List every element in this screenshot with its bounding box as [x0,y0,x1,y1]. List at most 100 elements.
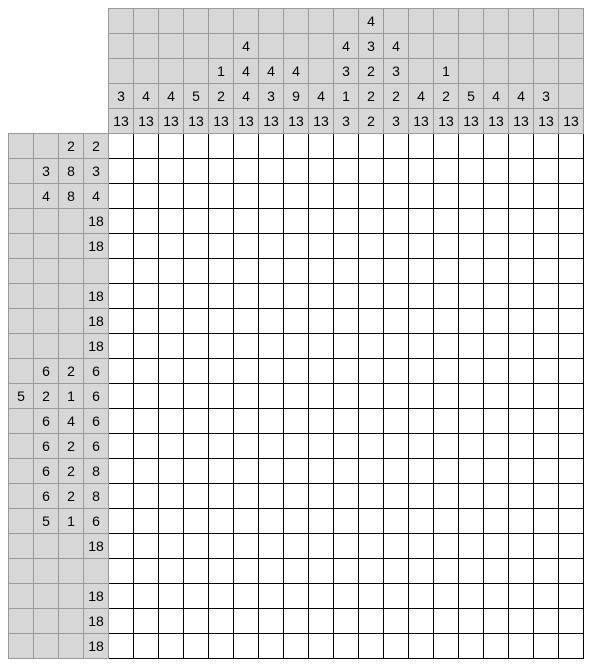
play-cell[interactable] [109,634,134,659]
play-cell[interactable] [309,159,334,184]
play-cell[interactable] [359,134,384,159]
play-cell[interactable] [134,309,159,334]
play-cell[interactable] [209,534,234,559]
play-cell[interactable] [384,584,409,609]
play-cell[interactable] [209,559,234,584]
play-cell[interactable] [184,459,209,484]
play-cell[interactable] [184,559,209,584]
play-cell[interactable] [334,584,359,609]
play-cell[interactable] [209,334,234,359]
play-cell[interactable] [309,284,334,309]
play-cell[interactable] [409,434,434,459]
play-cell[interactable] [234,534,259,559]
play-cell[interactable] [534,409,559,434]
play-cell[interactable] [409,509,434,534]
play-cell[interactable] [384,409,409,434]
play-cell[interactable] [534,209,559,234]
play-cell[interactable] [334,284,359,309]
play-cell[interactable] [259,559,284,584]
play-cell[interactable] [534,584,559,609]
play-cell[interactable] [534,534,559,559]
play-cell[interactable] [459,159,484,184]
play-cell[interactable] [259,609,284,634]
play-cell[interactable] [384,159,409,184]
play-cell[interactable] [309,434,334,459]
play-cell[interactable] [259,409,284,434]
play-cell[interactable] [459,634,484,659]
play-cell[interactable] [134,409,159,434]
play-cell[interactable] [184,434,209,459]
play-cell[interactable] [459,284,484,309]
play-cell[interactable] [109,434,134,459]
play-cell[interactable] [559,634,584,659]
play-cell[interactable] [459,184,484,209]
play-cell[interactable] [509,209,534,234]
play-cell[interactable] [184,384,209,409]
play-cell[interactable] [284,134,309,159]
play-cell[interactable] [259,159,284,184]
play-cell[interactable] [409,584,434,609]
play-cell[interactable] [334,234,359,259]
play-cell[interactable] [259,134,284,159]
play-cell[interactable] [434,409,459,434]
play-cell[interactable] [134,209,159,234]
play-cell[interactable] [309,134,334,159]
play-cell[interactable] [234,509,259,534]
play-cell[interactable] [134,284,159,309]
play-cell[interactable] [209,409,234,434]
play-cell[interactable] [234,159,259,184]
play-cell[interactable] [459,584,484,609]
play-cell[interactable] [459,334,484,359]
play-cell[interactable] [334,484,359,509]
play-cell[interactable] [484,534,509,559]
play-cell[interactable] [484,559,509,584]
play-cell[interactable] [509,434,534,459]
play-cell[interactable] [534,359,559,384]
play-cell[interactable] [109,609,134,634]
play-cell[interactable] [234,334,259,359]
play-cell[interactable] [384,184,409,209]
play-cell[interactable] [334,209,359,234]
play-cell[interactable] [409,359,434,384]
play-cell[interactable] [384,359,409,384]
play-cell[interactable] [359,209,384,234]
play-cell[interactable] [409,309,434,334]
play-cell[interactable] [334,259,359,284]
play-cell[interactable] [384,634,409,659]
play-cell[interactable] [359,309,384,334]
play-cell[interactable] [259,584,284,609]
play-cell[interactable] [434,309,459,334]
play-cell[interactable] [409,134,434,159]
play-cell[interactable] [134,359,159,384]
play-cell[interactable] [159,459,184,484]
play-cell[interactable] [209,284,234,309]
play-cell[interactable] [334,184,359,209]
play-cell[interactable] [259,259,284,284]
play-cell[interactable] [534,159,559,184]
play-cell[interactable] [234,384,259,409]
play-cell[interactable] [559,534,584,559]
play-cell[interactable] [234,184,259,209]
play-cell[interactable] [209,359,234,384]
play-cell[interactable] [234,359,259,384]
play-cell[interactable] [284,459,309,484]
play-cell[interactable] [409,559,434,584]
play-cell[interactable] [284,259,309,284]
play-cell[interactable] [259,184,284,209]
play-cell[interactable] [184,159,209,184]
play-cell[interactable] [259,534,284,559]
play-cell[interactable] [309,534,334,559]
play-cell[interactable] [234,234,259,259]
play-cell[interactable] [209,309,234,334]
play-cell[interactable] [434,209,459,234]
play-cell[interactable] [409,484,434,509]
play-cell[interactable] [134,334,159,359]
play-cell[interactable] [109,284,134,309]
play-cell[interactable] [509,459,534,484]
play-cell[interactable] [484,384,509,409]
play-cell[interactable] [309,259,334,284]
play-cell[interactable] [334,609,359,634]
play-cell[interactable] [309,209,334,234]
play-cell[interactable] [409,609,434,634]
play-cell[interactable] [384,284,409,309]
